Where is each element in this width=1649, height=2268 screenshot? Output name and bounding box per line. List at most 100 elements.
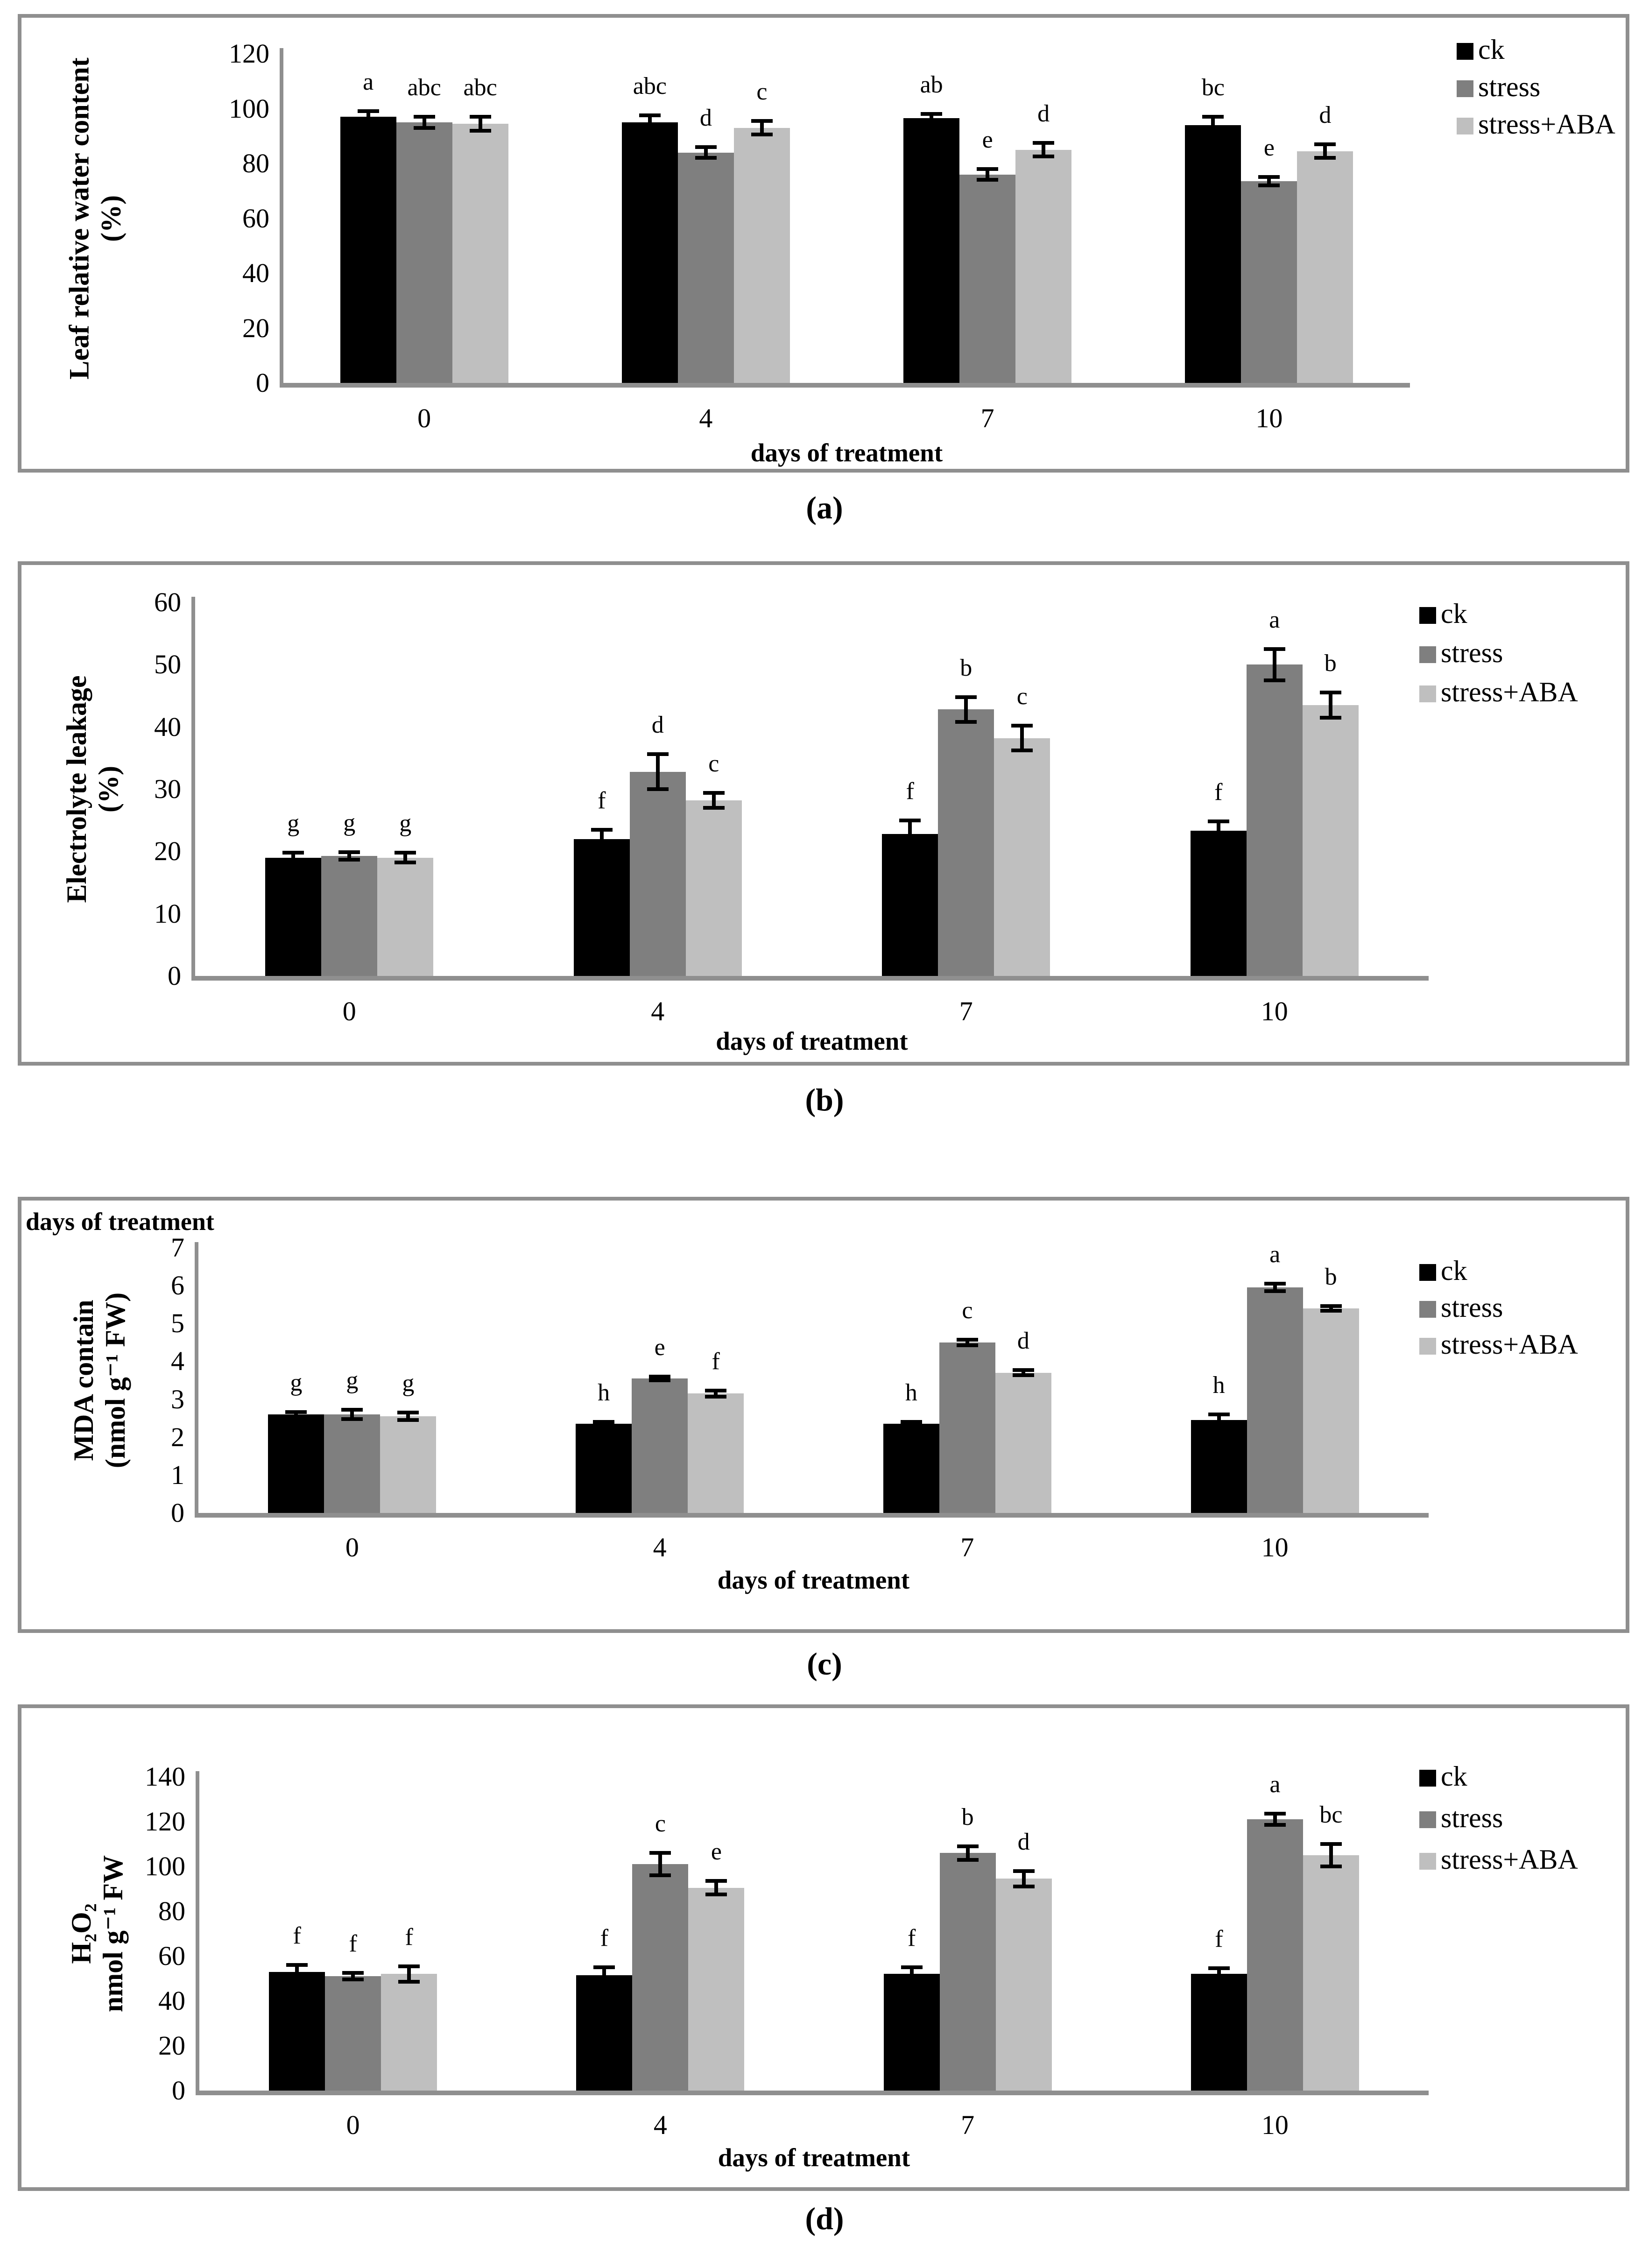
sig-letter-stress-day10: e xyxy=(1263,134,1275,162)
error-bar-ck-day10 xyxy=(1216,821,1220,841)
sig-letter-stress+ABA-day7: d xyxy=(1037,100,1050,127)
error-bar-stress+ABA-day10 xyxy=(1328,692,1332,718)
panel-b-box xyxy=(18,561,1629,1066)
sig-letter-stress+ABA-day0: abc xyxy=(463,74,497,101)
error-cap-bottom-stress+ABA-day0 xyxy=(397,1418,419,1422)
y-tick-b-50: 50 xyxy=(154,649,181,680)
error-bar-stress-day7 xyxy=(986,169,990,180)
x-axis-d xyxy=(196,2091,1429,2095)
bar-ck-day4 xyxy=(576,1424,632,1513)
y-tick-d-100: 100 xyxy=(145,1851,185,1881)
y-tick-a-60: 60 xyxy=(242,203,269,233)
legend-label-stress-c: stress xyxy=(1441,1292,1503,1323)
error-cap-top-ck-day7 xyxy=(900,1420,922,1424)
error-bar-ck-day10 xyxy=(1217,1968,1221,1980)
sig-letter-ck-day0: g xyxy=(290,1370,303,1397)
error-bar-stress+ABA-day10 xyxy=(1329,1306,1333,1311)
error-cap-top-ck-day10 xyxy=(1207,820,1229,824)
sig-letter-stress+ABA-day4: f xyxy=(712,1348,720,1375)
y-tick-a-0: 0 xyxy=(256,367,269,398)
error-cap-top-stress-day4 xyxy=(649,1374,671,1378)
error-cap-top-ck-day7 xyxy=(921,112,943,116)
legend-label-stress+ABA-d: stress+ABA xyxy=(1441,1844,1578,1875)
sig-letter-ck-day4: f xyxy=(598,787,606,814)
bar-stress+ABA-day10 xyxy=(1302,705,1359,976)
error-cap-top-stress+ABA-day10 xyxy=(1314,142,1336,146)
legend-marker-ck-b xyxy=(1419,607,1436,624)
x-axis-c xyxy=(195,1513,1429,1518)
error-bar-stress+ABA-day10 xyxy=(1323,144,1327,158)
sig-letter-stress-day0: f xyxy=(349,1930,357,1957)
error-cap-bottom-stress-day0 xyxy=(413,126,435,130)
error-bar-stress+ABA-day4 xyxy=(714,1881,719,1894)
sig-letter-stress+ABA-day4: c xyxy=(708,750,719,777)
error-cap-top-stress+ABA-day10 xyxy=(1319,691,1341,695)
error-cap-bottom-stress-day10 xyxy=(1258,184,1280,187)
error-cap-top-ck-day10 xyxy=(1208,1966,1230,1971)
error-cap-top-stress+ABA-day0 xyxy=(469,115,491,119)
x-tick-c-10: 10 xyxy=(1261,1532,1289,1562)
error-cap-top-stress+ABA-day7 xyxy=(1033,141,1055,145)
caption-d: (d) xyxy=(805,2201,844,2236)
error-cap-top-ck-day0 xyxy=(286,1963,308,1967)
error-cap-top-stress-day7 xyxy=(977,167,999,171)
error-cap-top-ck-day4 xyxy=(593,1965,615,1969)
error-bar-stress-day0 xyxy=(351,1973,355,1980)
y-tick-a-40: 40 xyxy=(242,258,269,288)
legend-label-stress-d: stress xyxy=(1441,1802,1503,1833)
bar-ck-day10 xyxy=(1190,831,1247,976)
error-cap-top-ck-day4 xyxy=(639,113,661,118)
sig-letter-stress+ABA-day10: d xyxy=(1319,101,1332,128)
legend-label-ck-d: ck xyxy=(1441,1761,1467,1792)
error-cap-bottom-ck-day4 xyxy=(593,1981,615,1985)
y-tick-d-0: 0 xyxy=(172,2075,185,2105)
caption-a: (a) xyxy=(806,490,843,525)
bar-stress-day4 xyxy=(632,1378,688,1513)
bar-ck-day7 xyxy=(883,1974,940,2091)
x-tick-d-7: 7 xyxy=(961,2110,975,2140)
error-cap-bottom-stress-day0 xyxy=(341,1417,363,1421)
bar-stress+ABA-day7 xyxy=(995,1372,1051,1513)
bar-stress+ABA-day0 xyxy=(380,1416,437,1513)
error-cap-top-ck-day4 xyxy=(591,827,613,832)
sig-letter-ck-day4: abc xyxy=(633,73,667,100)
error-cap-bottom-stress-day10 xyxy=(1264,1289,1286,1293)
error-bar-stress+ABA-day0 xyxy=(478,117,482,131)
bar-stress-day0 xyxy=(325,1976,381,2091)
error-cap-top-ck-day4 xyxy=(593,1420,615,1424)
y-tick-b-60: 60 xyxy=(154,587,181,617)
bar-ck-day7 xyxy=(883,1424,939,1513)
error-bar-ck-day0 xyxy=(291,853,296,863)
bar-ck-day7 xyxy=(882,834,938,976)
error-bar-ck-day10 xyxy=(1211,117,1215,134)
legend-label-stress+ABA-c: stress+ABA xyxy=(1441,1329,1578,1360)
bar-stress-day10 xyxy=(1247,1819,1303,2091)
bar-ck-day10 xyxy=(1191,1420,1247,1513)
error-cap-bottom-stress-day4 xyxy=(695,156,717,160)
error-cap-bottom-stress+ABA-day7 xyxy=(1033,155,1055,159)
sig-letter-stress+ABA-day0: g xyxy=(402,1370,415,1397)
error-bar-stress-day0 xyxy=(422,117,426,128)
x-axis-title-a: days of treatment xyxy=(750,438,943,467)
error-bar-stress+ABA-day0 xyxy=(403,853,408,863)
error-cap-bottom-ck-day4 xyxy=(639,127,661,131)
y-tick-c-1: 1 xyxy=(171,1459,184,1490)
error-cap-top-stress+ABA-day4 xyxy=(703,791,725,795)
error-cap-bottom-ck-day7 xyxy=(901,1978,923,1983)
bar-stress-day4 xyxy=(677,152,734,383)
sig-letter-ck-day4: h xyxy=(598,1379,610,1406)
bar-stress-day4 xyxy=(629,771,686,976)
error-bar-stress-day10 xyxy=(1272,649,1276,680)
panel-a-box xyxy=(18,14,1629,473)
sig-letter-stress+ABA-day0: g xyxy=(399,810,412,837)
error-cap-bottom-ck-day10 xyxy=(1202,131,1224,135)
error-cap-top-ck-day10 xyxy=(1208,1413,1230,1417)
legend-marker-ck-c xyxy=(1419,1264,1436,1281)
y-tick-c-7: 7 xyxy=(171,1232,184,1263)
sig-letter-stress-day10: a xyxy=(1269,607,1280,633)
y-tick-b-40: 40 xyxy=(154,711,181,742)
error-cap-bottom-ck-day0 xyxy=(285,1414,307,1419)
bar-stress-day0 xyxy=(396,122,452,383)
error-cap-bottom-stress+ABA-day4 xyxy=(751,133,773,137)
error-cap-top-stress+ABA-day7 xyxy=(1013,1869,1035,1873)
